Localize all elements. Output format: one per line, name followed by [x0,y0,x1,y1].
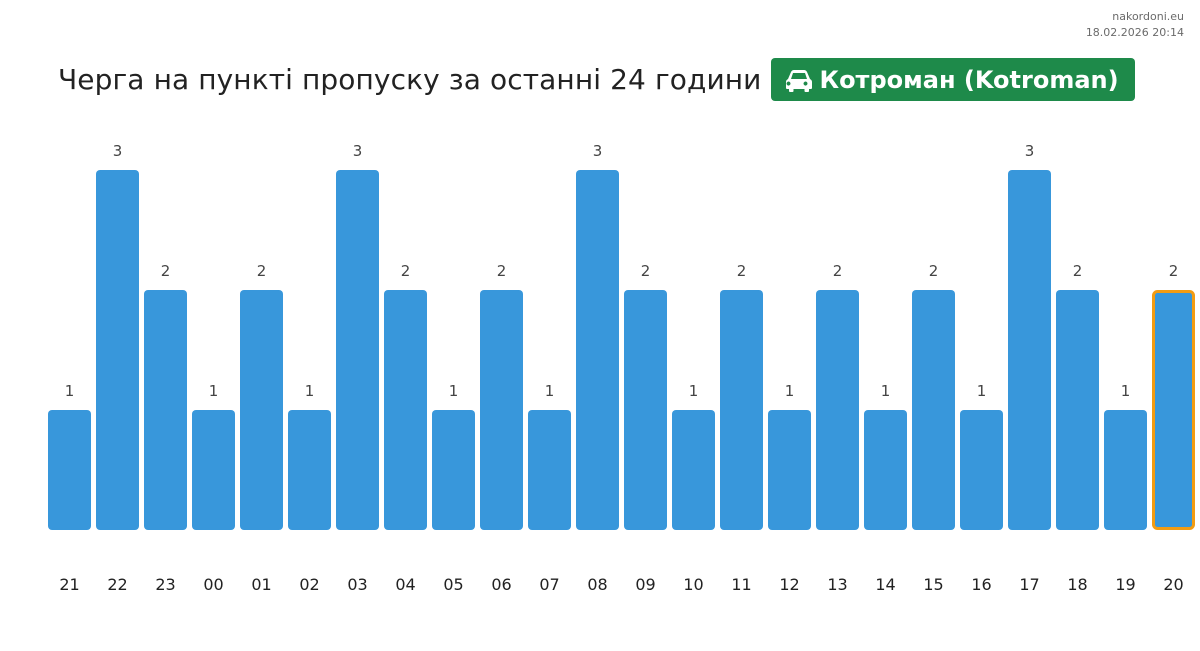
x-tick-label-16: 16 [971,575,991,594]
bar-19[interactable] [1104,410,1147,530]
x-tick-label-22: 22 [107,575,127,594]
bar-17[interactable] [1008,170,1051,530]
bar-15[interactable] [912,290,955,530]
value-label-21: 1 [65,382,75,400]
bar-12[interactable] [768,410,811,530]
value-label-07: 1 [545,382,555,400]
x-tick-label-11: 11 [731,575,751,594]
bar-04[interactable] [384,290,427,530]
x-tick-label-06: 06 [491,575,511,594]
value-label-17: 3 [1025,142,1035,160]
value-label-06: 2 [497,262,507,280]
x-tick-label-08: 08 [587,575,607,594]
value-label-23: 2 [161,262,171,280]
bar-11[interactable] [720,290,763,530]
value-label-11: 2 [737,262,747,280]
value-label-00: 1 [209,382,219,400]
x-tick-label-05: 05 [443,575,463,594]
value-label-04: 2 [401,262,411,280]
bar-02[interactable] [288,410,331,530]
x-tick-label-18: 18 [1067,575,1087,594]
bar-03[interactable] [336,170,379,530]
x-tick-label-14: 14 [875,575,895,594]
bar-16[interactable] [960,410,1003,530]
value-label-13: 2 [833,262,843,280]
x-tick-label-19: 19 [1115,575,1135,594]
x-tick-label-00: 00 [203,575,223,594]
bar-20[interactable] [1152,290,1195,530]
value-label-08: 3 [593,142,603,160]
value-label-18: 2 [1073,262,1083,280]
site-domain: nakordoni.eu [1112,10,1184,23]
bar-21[interactable] [48,410,91,530]
bar-18[interactable] [1056,290,1099,530]
x-tick-label-01: 01 [251,575,271,594]
bar-10[interactable] [672,410,715,530]
bar-05[interactable] [432,410,475,530]
chart-header: Черга на пункті пропуску за останні 24 г… [58,58,1135,101]
value-label-19: 1 [1121,382,1131,400]
bar-23[interactable] [144,290,187,530]
value-label-10: 1 [689,382,699,400]
x-tick-label-02: 02 [299,575,319,594]
bar-07[interactable] [528,410,571,530]
x-tick-label-17: 17 [1019,575,1039,594]
page-title: Черга на пункті пропуску за останні 24 г… [58,63,762,96]
value-label-14: 1 [881,382,891,400]
x-tick-label-23: 23 [155,575,175,594]
value-label-15: 2 [929,262,939,280]
bar-22[interactable] [96,170,139,530]
site-meta: nakordoni.eu 18.02.2026 20:14 [1086,9,1184,41]
value-label-01: 2 [257,262,267,280]
x-tick-label-15: 15 [923,575,943,594]
bar-14[interactable] [864,410,907,530]
value-label-16: 1 [977,382,987,400]
car-icon [785,68,813,92]
bar-06[interactable] [480,290,523,530]
x-tick-label-03: 03 [347,575,367,594]
x-tick-label-21: 21 [59,575,79,594]
x-tick-label-04: 04 [395,575,415,594]
crossing-name: Котроман (Kotroman) [819,65,1119,94]
bar-09[interactable] [624,290,667,530]
update-timestamp: 18.02.2026 20:14 [1085,26,1184,39]
bar-00[interactable] [192,410,235,530]
x-tick-label-07: 07 [539,575,559,594]
value-label-05: 1 [449,382,459,400]
x-tick-label-10: 10 [683,575,703,594]
x-tick-label-20: 20 [1163,575,1183,594]
bar-01[interactable] [240,290,283,530]
value-label-12: 1 [785,382,795,400]
x-tick-label-13: 13 [827,575,847,594]
bar-13[interactable] [816,290,859,530]
value-label-02: 1 [305,382,315,400]
bar-08[interactable] [576,170,619,530]
value-label-22: 3 [113,142,123,160]
x-tick-label-09: 09 [635,575,655,594]
crossing-badge[interactable]: Котроман (Kotroman) [771,58,1135,101]
value-label-09: 2 [641,262,651,280]
x-tick-label-12: 12 [779,575,799,594]
value-label-03: 3 [353,142,363,160]
value-label-20: 2 [1169,262,1179,280]
